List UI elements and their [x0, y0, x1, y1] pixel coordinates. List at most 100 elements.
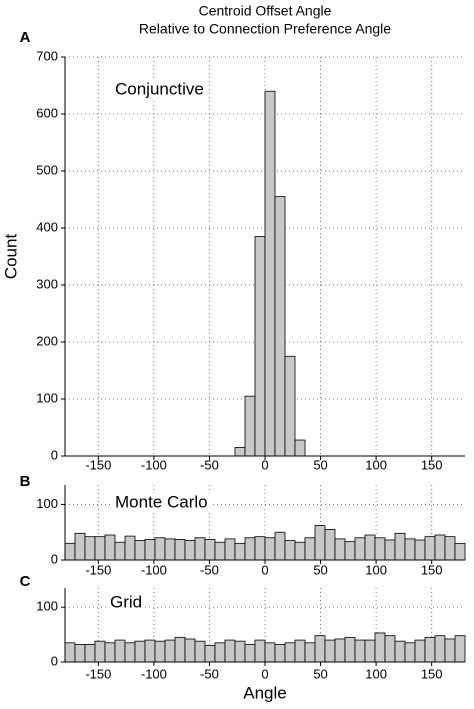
- bar: [174, 539, 186, 561]
- bar: [414, 639, 426, 663]
- annotation: Monte Carlo: [115, 492, 208, 511]
- bar: [384, 539, 396, 561]
- bar: [454, 635, 466, 663]
- x-tick-label: -50: [200, 562, 219, 577]
- bar: [434, 635, 446, 663]
- bar: [254, 639, 266, 663]
- bar: [204, 539, 216, 561]
- y-tick-label: 600: [36, 105, 58, 120]
- bar: [94, 536, 106, 561]
- bar: [104, 642, 116, 663]
- x-tick-label: 0: [261, 666, 268, 681]
- bar: [424, 636, 436, 663]
- bar: [224, 538, 236, 561]
- x-tick-label: 50: [313, 666, 327, 681]
- y-axis-label: Count: [1, 234, 20, 280]
- bar: [214, 541, 226, 561]
- bar: [184, 540, 196, 561]
- x-tick-label: 0: [261, 562, 268, 577]
- bar: [444, 638, 456, 663]
- panel-letter: C: [20, 573, 31, 590]
- x-tick-label: -100: [141, 562, 167, 577]
- panel-letter: B: [20, 473, 31, 490]
- y-tick-label: 500: [36, 162, 58, 177]
- bar: [154, 640, 166, 663]
- bar: [264, 537, 276, 561]
- bar: [84, 536, 96, 561]
- bar: [394, 640, 406, 663]
- bar: [164, 639, 176, 663]
- bar: [244, 537, 256, 561]
- bar: [294, 541, 306, 561]
- bar: [124, 535, 136, 561]
- x-tick-label: 100: [365, 666, 387, 681]
- y-tick-label: 100: [36, 496, 58, 511]
- bar: [364, 639, 376, 663]
- bar: [244, 644, 256, 663]
- bar: [414, 539, 426, 561]
- bar: [294, 639, 306, 663]
- x-tick-label: 100: [365, 457, 387, 472]
- bar: [174, 636, 186, 663]
- x-tick-label: 150: [421, 457, 443, 472]
- bar: [114, 541, 126, 561]
- bar: [74, 532, 86, 561]
- bar: [144, 639, 156, 663]
- bar: [114, 639, 126, 663]
- y-tick-label: 200: [36, 333, 58, 348]
- bar: [284, 355, 296, 457]
- bar: [84, 644, 96, 663]
- x-tick-label: 50: [313, 457, 327, 472]
- x-tick-label: 150: [421, 666, 443, 681]
- bar: [234, 640, 246, 663]
- bar: [194, 640, 206, 663]
- bar: [314, 635, 326, 663]
- bar: [454, 542, 466, 561]
- annotation-background: [112, 78, 207, 100]
- x-tick-label: -100: [141, 457, 167, 472]
- bar: [234, 542, 246, 561]
- bar: [274, 531, 286, 561]
- bar: [284, 642, 296, 663]
- bar: [334, 638, 346, 663]
- bar: [324, 639, 336, 663]
- bar: [354, 537, 366, 561]
- bar: [64, 542, 76, 561]
- bar: [364, 534, 376, 561]
- panel-letter: A: [20, 29, 31, 46]
- x-tick-label: 50: [313, 562, 327, 577]
- x-tick-label: -50: [200, 457, 219, 472]
- y-tick-label: 400: [36, 219, 58, 234]
- bar: [294, 439, 306, 457]
- bar: [304, 537, 316, 561]
- bar: [354, 639, 366, 663]
- bar: [94, 640, 106, 663]
- y-tick-label: 0: [51, 551, 58, 566]
- x-tick-label: 100: [365, 562, 387, 577]
- bar: [254, 536, 266, 561]
- x-tick-label: -50: [200, 666, 219, 681]
- bar: [404, 538, 416, 561]
- bar: [264, 90, 276, 457]
- bar: [404, 642, 416, 663]
- bar: [274, 644, 286, 663]
- bar: [224, 639, 236, 663]
- bar: [444, 536, 456, 561]
- title-line: Relative to Connection Preference Angle: [139, 21, 391, 37]
- y-tick-label: 100: [36, 390, 58, 405]
- x-tick-label: -100: [141, 666, 167, 681]
- y-tick-label: 300: [36, 276, 58, 291]
- x-tick-label: 150: [421, 562, 443, 577]
- y-tick-label: 100: [36, 599, 58, 614]
- annotation: Grid: [110, 592, 142, 611]
- bar: [134, 540, 146, 561]
- bar: [184, 638, 196, 663]
- bar: [324, 529, 336, 561]
- annotation-background: [107, 591, 146, 613]
- bar: [154, 537, 166, 561]
- bar: [334, 538, 346, 561]
- bar: [104, 534, 116, 561]
- bar: [374, 632, 386, 663]
- annotation: Conjunctive: [115, 79, 204, 98]
- bar: [394, 532, 406, 561]
